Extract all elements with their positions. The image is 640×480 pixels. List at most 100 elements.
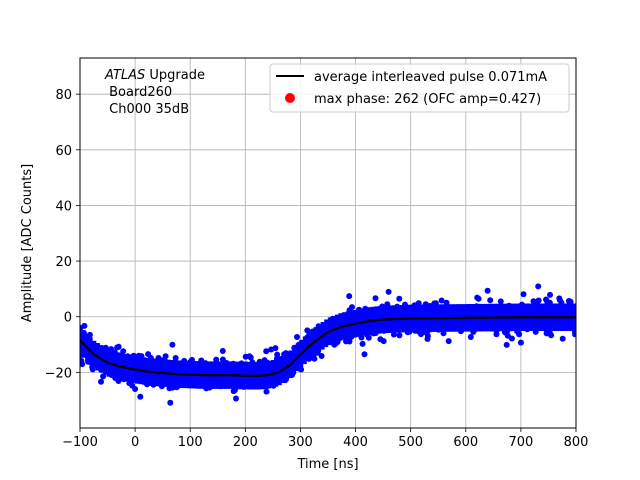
average-pulse-point xyxy=(134,368,138,372)
average-pulse-point xyxy=(538,316,541,319)
average-pulse-point xyxy=(273,371,277,375)
scatter-point xyxy=(517,339,524,346)
average-pulse-point xyxy=(108,362,112,365)
average-pulse-point xyxy=(465,316,469,320)
average-pulse-point xyxy=(475,316,479,320)
average-pulse-point xyxy=(224,373,227,377)
y-tick-label: 40 xyxy=(55,199,72,214)
average-pulse-point xyxy=(125,366,128,370)
average-pulse-point xyxy=(177,372,181,376)
scatter-point xyxy=(172,355,179,361)
scatter-point xyxy=(535,283,542,290)
average-pulse-point xyxy=(498,316,502,319)
scatter-point xyxy=(474,294,481,301)
average-pulse-point xyxy=(502,316,505,319)
average-pulse-point xyxy=(250,374,254,378)
average-pulse-point xyxy=(554,316,558,319)
average-pulse-point xyxy=(515,316,518,319)
average-pulse-point xyxy=(561,316,565,319)
average-pulse-point xyxy=(187,373,191,376)
average-pulse-point xyxy=(495,316,498,319)
average-pulse-point xyxy=(432,316,436,320)
average-pulse-point xyxy=(326,330,330,334)
average-pulse-point xyxy=(121,365,125,369)
average-pulse-point xyxy=(270,372,274,376)
scatter-point xyxy=(520,291,527,298)
y-tick-label: 0 xyxy=(64,311,72,326)
y-axis-label: Amplitude [ADC Counts] xyxy=(20,164,35,322)
average-pulse-point xyxy=(138,369,141,372)
x-tick-label: 800 xyxy=(564,435,589,450)
average-pulse-point xyxy=(419,317,422,320)
annotation-upgrade: Upgrade xyxy=(145,68,205,83)
x-tick-label: 200 xyxy=(233,435,258,450)
average-pulse-point xyxy=(85,345,88,349)
average-pulse-point xyxy=(82,342,85,346)
average-pulse-point xyxy=(88,349,92,352)
average-pulse-point xyxy=(346,323,350,327)
average-pulse-point xyxy=(227,373,231,377)
scatter-point xyxy=(396,332,403,339)
average-pulse-point xyxy=(568,316,571,319)
y-tick-label: 20 xyxy=(55,255,72,270)
average-pulse-point xyxy=(492,316,495,319)
scatter-point xyxy=(361,351,368,358)
average-pulse-point xyxy=(442,316,446,320)
scatter-point xyxy=(359,340,366,347)
average-pulse-point xyxy=(296,355,300,358)
average-pulse-point xyxy=(184,373,188,376)
average-pulse-point xyxy=(564,316,568,319)
scatter-point xyxy=(349,304,355,311)
legend-box xyxy=(269,63,570,113)
average-pulse-point xyxy=(158,371,161,375)
average-pulse-point xyxy=(316,337,320,341)
scatter-point xyxy=(115,343,122,350)
x-tick-label: 600 xyxy=(453,435,478,450)
scatter-point xyxy=(80,361,86,368)
average-pulse-point xyxy=(386,318,389,321)
average-pulse-point xyxy=(257,374,260,378)
average-pulse-point xyxy=(111,363,115,366)
y-tick-label: 60 xyxy=(55,144,72,159)
scatter-point xyxy=(294,334,300,340)
average-pulse-point xyxy=(528,316,531,319)
average-pulse-point xyxy=(247,374,250,378)
legend-label-max-phase: max phase: 262 (OFC amp=0.427) xyxy=(314,92,541,107)
average-pulse-point xyxy=(525,316,528,319)
average-pulse-point xyxy=(244,374,247,378)
average-pulse-point xyxy=(201,373,204,377)
average-pulse-point xyxy=(290,361,293,365)
average-pulse-point xyxy=(280,369,284,372)
annotation-atlas: ATLAS xyxy=(104,68,145,83)
x-axis-label: Time [ns] xyxy=(296,457,358,472)
average-pulse-point xyxy=(181,373,184,376)
scatter-point xyxy=(372,295,379,302)
average-pulse-point xyxy=(333,328,336,331)
average-pulse-point xyxy=(310,343,313,346)
average-pulse-point xyxy=(535,316,538,319)
axis-ticks: −100 0 100 200 300 400 500 600 700 800 −20 0 20 40 60 8… xyxy=(45,88,589,450)
average-pulse-point xyxy=(505,316,508,319)
average-pulse-point xyxy=(518,316,522,319)
scatter-point xyxy=(167,399,174,406)
average-pulse-point xyxy=(293,358,297,362)
scatter-point xyxy=(534,298,541,305)
average-pulse-point xyxy=(191,373,194,377)
scatter-point xyxy=(385,288,392,295)
average-pulse-point xyxy=(435,316,439,320)
average-pulse-point xyxy=(336,326,340,330)
average-pulse-point xyxy=(287,364,290,368)
scatter-point xyxy=(424,336,431,342)
average-pulse-point xyxy=(330,329,333,333)
average-pulse-point xyxy=(485,316,489,319)
average-pulse-point xyxy=(171,372,174,376)
average-pulse-point xyxy=(128,367,131,370)
average-pulse-point xyxy=(449,316,452,320)
average-pulse-point xyxy=(323,333,327,336)
scatter-point xyxy=(487,297,494,304)
scatter-point xyxy=(318,353,325,359)
x-tick-label: −100 xyxy=(62,435,98,450)
average-pulse-point xyxy=(406,317,409,320)
average-pulse-point xyxy=(416,317,419,320)
